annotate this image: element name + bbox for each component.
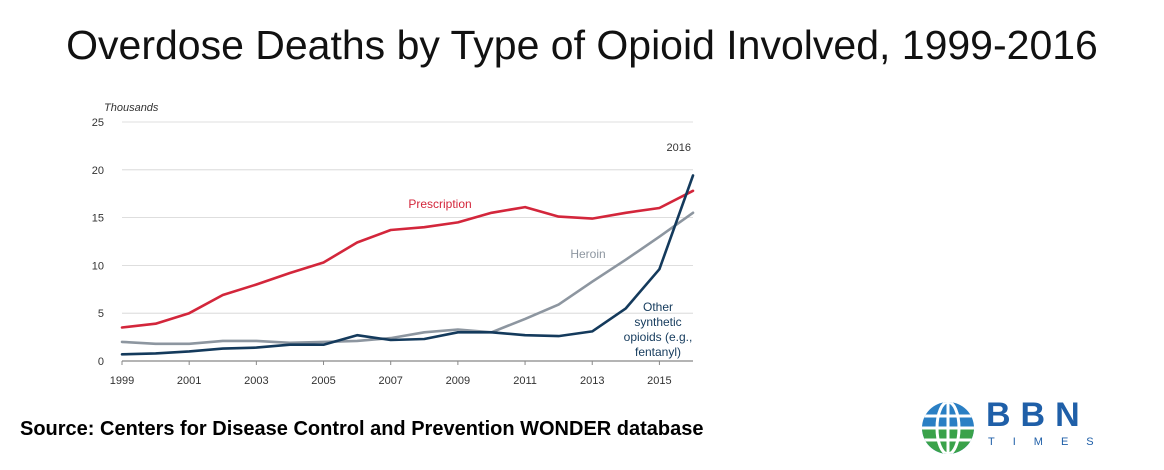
x-tick-label: 2011	[513, 375, 537, 387]
bbn-times-logo: BBN TIMES	[918, 396, 1138, 462]
y-tick-label: 0	[98, 356, 104, 368]
series-label: Heroin	[570, 247, 605, 261]
y-tick-label: 15	[92, 213, 104, 225]
logo-subtext: TIMES	[988, 436, 1112, 448]
x-tick-label: 2003	[244, 375, 268, 387]
y-axis: 0 5 10 15 20 25	[92, 117, 104, 368]
logo-wordmark: BBN	[986, 396, 1090, 434]
y-tick-label: 5	[98, 308, 104, 320]
series-line-0	[120, 189, 695, 329]
series-line-1	[120, 211, 695, 346]
gridlines	[122, 121, 693, 362]
series-group	[120, 174, 695, 356]
series-line-2	[120, 174, 695, 356]
series-label: Other	[643, 300, 673, 314]
series-label: synthetic	[634, 315, 681, 329]
y-tick-label: 10	[92, 260, 104, 272]
x-axis: 1999 2001 2003 2005 2007 2009 2011 2013 2015	[110, 361, 672, 387]
chart-title: Overdose Deaths by Type of Opioid Involv…	[66, 22, 1098, 68]
year-2016-annotation: 2016	[667, 142, 691, 154]
y-tick-label: 20	[92, 165, 104, 177]
globe-icon	[922, 402, 974, 454]
source-note: Source: Centers for Disease Control and …	[20, 418, 704, 440]
series-labels: Prescription Heroin Othersyntheticopioids …	[408, 197, 692, 359]
x-tick-label: 2013	[580, 375, 604, 387]
series-label: Prescription	[408, 197, 471, 211]
x-tick-label: 1999	[110, 375, 134, 387]
series-label: opioids (e.g.,	[624, 330, 693, 344]
x-tick-label: 2009	[446, 375, 470, 387]
x-tick-label: 2015	[647, 375, 671, 387]
x-tick-label: 2001	[177, 375, 201, 387]
y-unit-label: Thousands	[104, 102, 159, 114]
y-tick-label: 25	[92, 117, 104, 129]
x-tick-label: 2007	[378, 375, 402, 387]
x-tick-label: 2005	[311, 375, 335, 387]
series-label: fentanyl)	[635, 345, 681, 359]
